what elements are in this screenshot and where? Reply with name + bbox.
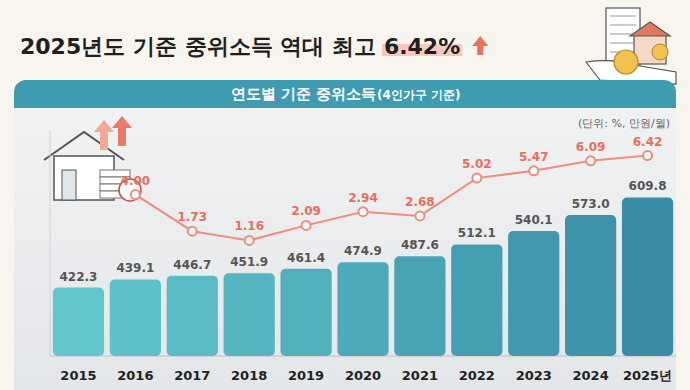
bar-label: 512.1 (458, 226, 496, 240)
bar-label: 461.4 (287, 251, 325, 265)
bar (280, 269, 331, 356)
line-label: 2.68 (405, 195, 435, 209)
bar-label: 609.8 (629, 179, 667, 193)
line-label: 2.09 (291, 204, 321, 218)
bar-label: 422.3 (59, 270, 97, 284)
line-point (643, 151, 652, 160)
building-floor (610, 43, 636, 44)
bar (167, 276, 218, 356)
line-point (359, 207, 368, 216)
unit-note: (단위: %, 만원/월) (578, 117, 670, 130)
x-tick-label: 2020 (345, 368, 381, 383)
rise-arrow (94, 120, 114, 150)
subtitle-note: (4인가구 기준) (377, 88, 461, 102)
y-axis-line (50, 130, 51, 356)
labels: 422.3 439.1 446.7 451.9 461.4 474.9 487.6 512.1… (59, 135, 666, 284)
bar (224, 273, 275, 356)
chart: 2025년도 기준 중위소득 역대 최고 6.42% 연도별 기준 중위소득(4인가… (0, 0, 690, 390)
x-tick-label: 2025년 (623, 368, 672, 383)
line-point (302, 221, 311, 230)
bar-label: 540.1 (515, 213, 553, 227)
line-label: 1.73 (177, 210, 207, 224)
bar (565, 215, 616, 356)
bar (53, 288, 104, 356)
subtitle: 연도별 기준 중위소득 (231, 85, 376, 103)
line-label: 5.02 (462, 157, 492, 171)
house-icon (44, 116, 141, 201)
building-floor (610, 25, 636, 26)
panel (14, 92, 676, 390)
coin (652, 44, 668, 60)
bar-label: 573.0 (572, 197, 610, 211)
bar-label: 487.6 (401, 238, 439, 252)
line-label: 2.94 (348, 191, 378, 205)
bar (622, 197, 673, 356)
title: 2025년도 기준 중위소득 역대 최고 (20, 34, 376, 59)
line-point (529, 166, 538, 175)
bar-label: 451.9 (230, 255, 268, 269)
up-arrow (472, 36, 488, 55)
x-tick-label: 2017 (174, 368, 210, 383)
x-tick-label: 2018 (231, 368, 267, 383)
line-point (586, 156, 595, 165)
line-label: 4.00 (121, 174, 151, 188)
bar-label: 439.1 (116, 261, 154, 275)
rise-arrow (112, 116, 132, 146)
bar (451, 244, 502, 356)
bar (337, 262, 388, 356)
line-point (245, 236, 254, 245)
roof (630, 22, 670, 36)
coin (614, 50, 638, 74)
line-point (131, 190, 140, 199)
building-icon (586, 8, 676, 84)
building-floor (610, 16, 636, 17)
title-highlight: 6.42% (384, 34, 460, 59)
bar-label: 446.7 (173, 258, 211, 272)
bar (110, 279, 161, 356)
marks (53, 151, 673, 356)
x-tick-label: 2015 (60, 368, 96, 383)
line-point (415, 211, 424, 220)
x-tick-label: 2019 (288, 368, 324, 383)
line-label: 1.16 (234, 219, 264, 233)
line (135, 156, 647, 241)
header-bar (14, 80, 676, 108)
line-label: 6.42 (633, 135, 663, 149)
bar-label: 474.9 (344, 244, 382, 258)
x-tick-label: 2021 (402, 368, 438, 383)
house-door (62, 170, 76, 200)
line-label: 5.47 (519, 150, 549, 164)
bar (508, 231, 559, 356)
x-tick-label: 2024 (573, 368, 609, 383)
x-tick-label: 2016 (117, 368, 153, 383)
line-point (188, 227, 197, 236)
bar (394, 256, 445, 356)
line-point (472, 174, 481, 183)
x-tick-label: 2022 (459, 368, 495, 383)
line-label: 6.09 (576, 140, 606, 154)
x-tick-label: 2023 (516, 368, 552, 383)
